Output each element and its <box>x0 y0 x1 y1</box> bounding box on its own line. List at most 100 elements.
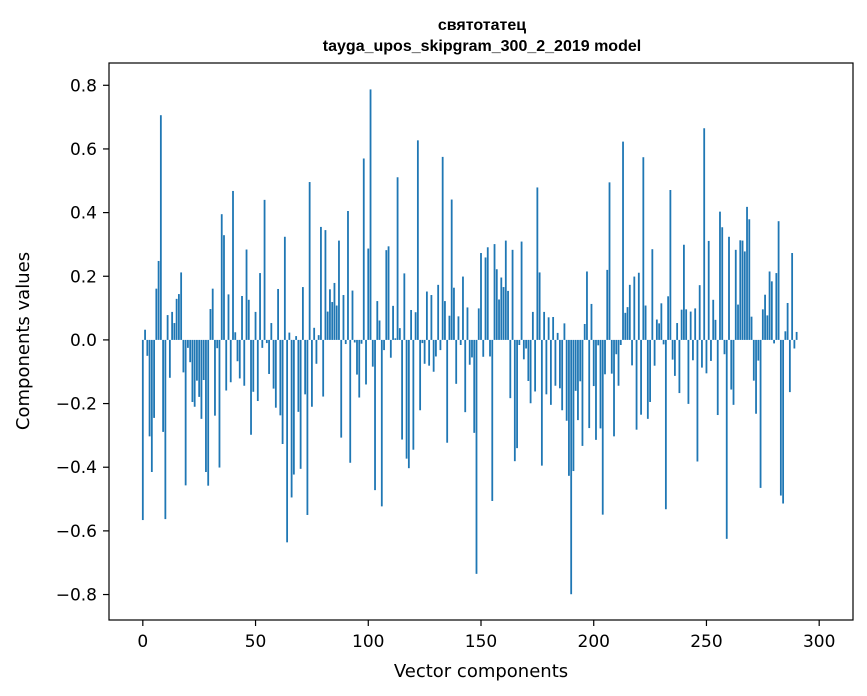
bar-118 <box>407 339 410 469</box>
bar-257 <box>721 227 724 340</box>
bar-158 <box>498 299 500 340</box>
bar-13 <box>171 311 174 340</box>
bar-218 <box>633 276 636 340</box>
x-tick-label: 150 <box>465 632 497 652</box>
bar-19 <box>184 339 187 486</box>
bar-49 <box>252 339 255 392</box>
bar-130 <box>435 339 437 357</box>
bar-140 <box>457 316 460 340</box>
bar-133 <box>441 156 444 340</box>
bar-229 <box>658 323 661 340</box>
bar-39 <box>229 339 232 383</box>
bar-144 <box>466 307 469 340</box>
bar-128 <box>430 295 433 340</box>
y-tick-label: −0.4 <box>56 458 97 478</box>
bar-113 <box>396 177 399 340</box>
bar-179 <box>545 339 548 395</box>
bar-40 <box>232 190 234 340</box>
bar-222 <box>642 157 645 340</box>
bar-145 <box>468 339 471 365</box>
bar-169 <box>522 339 525 360</box>
bar-200 <box>592 339 595 387</box>
bar-239 <box>680 309 683 340</box>
bar-250 <box>705 339 708 374</box>
bar-33 <box>216 339 219 349</box>
bar-190 <box>570 339 573 595</box>
bar-263 <box>734 249 737 340</box>
bar-189 <box>568 339 570 476</box>
bar-272 <box>755 339 757 414</box>
bars-group <box>141 89 798 595</box>
bar-284 <box>782 339 785 504</box>
bar-281 <box>775 273 778 340</box>
bar-138 <box>453 287 455 340</box>
bar-120 <box>412 339 415 450</box>
bar-105 <box>378 320 381 340</box>
bar-255 <box>716 339 719 416</box>
bar-152 <box>484 257 487 340</box>
bar-37 <box>225 339 228 391</box>
bar-194 <box>579 339 582 382</box>
bar-34 <box>218 339 221 468</box>
bar-236 <box>673 339 676 376</box>
bar-195 <box>581 339 584 446</box>
bar-5 <box>153 339 155 418</box>
bar-273 <box>757 339 760 361</box>
bar-289 <box>793 339 796 349</box>
bar-42 <box>236 339 239 362</box>
bar-208 <box>610 339 613 374</box>
bar-258 <box>723 339 726 355</box>
bar-270 <box>750 316 753 340</box>
bar-131 <box>437 284 440 340</box>
y-tick-label: −0.8 <box>56 586 97 606</box>
bar-121 <box>414 312 417 340</box>
y-tick-label: −0.6 <box>56 522 97 542</box>
bar-156 <box>493 244 496 340</box>
bar-69 <box>297 339 300 412</box>
bar-171 <box>527 339 530 381</box>
bar-232 <box>664 339 667 510</box>
bar-65 <box>288 332 291 340</box>
bar-288 <box>791 253 794 340</box>
bar-32 <box>214 339 216 416</box>
y-tick-label: 0.4 <box>70 204 97 224</box>
bar-191 <box>572 339 575 472</box>
bar-203 <box>599 339 602 429</box>
bar-117 <box>405 339 408 459</box>
bar-192 <box>574 339 577 391</box>
bar-74 <box>308 182 311 340</box>
bar-282 <box>777 221 780 340</box>
bar-124 <box>421 339 424 344</box>
bar-88 <box>340 339 343 438</box>
bar-78 <box>317 335 320 340</box>
bar-14 <box>173 323 176 340</box>
bar-63 <box>283 236 286 340</box>
bar-129 <box>432 339 435 372</box>
bar-126 <box>425 291 428 340</box>
bar-277 <box>766 315 769 340</box>
bar-108 <box>385 250 388 340</box>
bar-111 <box>392 305 394 340</box>
bar-210 <box>615 339 618 355</box>
bar-279 <box>770 281 773 340</box>
bar-61 <box>279 339 282 416</box>
bar-175 <box>536 187 539 340</box>
bar-70 <box>299 339 302 469</box>
bar-55 <box>265 339 268 344</box>
bar-91 <box>347 211 349 340</box>
bar-227 <box>653 339 656 366</box>
bar-24 <box>196 339 198 381</box>
bar-161 <box>504 240 507 340</box>
plot-frame <box>108 62 854 621</box>
bar-254 <box>714 319 717 340</box>
bar-20 <box>187 339 189 348</box>
bar-238 <box>678 339 681 394</box>
x-tick-label: 200 <box>578 632 610 652</box>
bar-150 <box>480 253 482 340</box>
bar-185 <box>559 339 561 389</box>
bar-90 <box>344 339 347 345</box>
bar-225 <box>649 339 651 402</box>
bar-54 <box>263 199 266 340</box>
bar-228 <box>655 319 658 340</box>
x-tick-label: 250 <box>690 632 722 652</box>
